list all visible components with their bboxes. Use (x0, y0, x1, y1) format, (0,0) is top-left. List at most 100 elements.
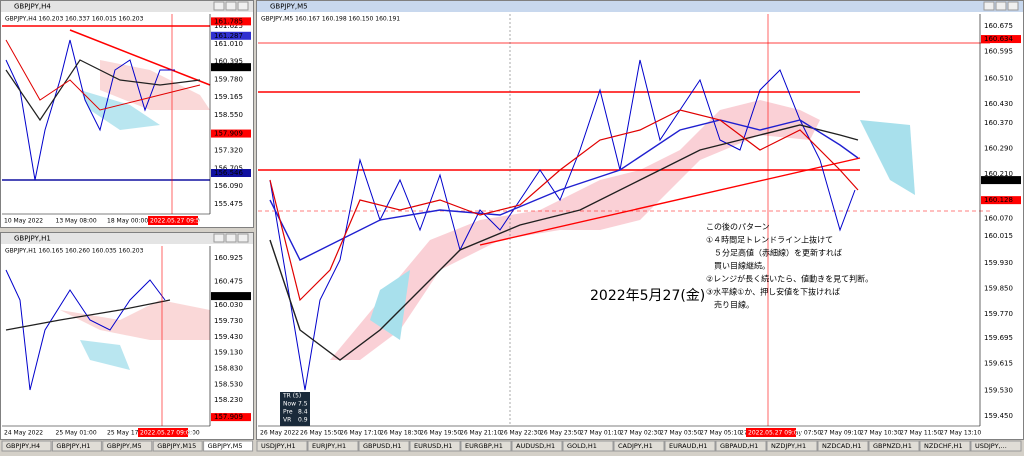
price-label: 160.430 (984, 100, 1013, 108)
price-marker (211, 413, 251, 422)
tab[interactable] (409, 440, 461, 452)
cloud (60, 300, 210, 340)
window-button[interactable] (225, 233, 237, 243)
trendline (479, 157, 861, 246)
price-marker-label: 160.191 (984, 176, 1013, 184)
time-label: 27 May 11:50 (900, 430, 941, 437)
price-label: 156.705 (214, 164, 243, 172)
tab[interactable] (307, 440, 359, 452)
cloud (330, 100, 820, 360)
indicator-label: Now (283, 401, 296, 408)
tab[interactable] (511, 440, 563, 452)
tab[interactable] (613, 440, 665, 452)
tab[interactable] (460, 440, 512, 452)
chart-window (0, 232, 254, 440)
tab[interactable] (970, 440, 1022, 452)
price-label: 160.015 (984, 232, 1013, 240)
price-label: 159.770 (984, 310, 1013, 318)
tab-label: GBPJPY,H1 (56, 442, 90, 450)
tab-label: GBPJPY,M5 (107, 442, 142, 450)
price-label: 155.475 (214, 200, 243, 208)
cursor-time: 2022.05.27 09:55 (150, 218, 204, 225)
price-label: 158.830 (214, 365, 243, 373)
tab[interactable] (715, 440, 767, 452)
tab[interactable] (51, 440, 102, 452)
window-title: GBPJPY,H4 (14, 3, 51, 11)
tab[interactable] (766, 440, 818, 452)
tab[interactable] (203, 440, 254, 452)
tab[interactable] (1, 440, 52, 452)
tab-label: GBPAUD,H1 (720, 442, 758, 450)
annotation-line: ①４時間足トレンドライン上抜けて (706, 235, 833, 245)
annotation-line: ③水平線①か、押し安値を下抜ければ (706, 287, 840, 297)
indicator-label: TR (5) (282, 393, 301, 400)
time-label: 26 May 21:10 (460, 430, 501, 437)
tab[interactable] (664, 440, 716, 452)
price-label: 159.695 (984, 334, 1013, 342)
chart-info: GBPJPY,H1 160.165 160.260 160.035 160.20… (5, 248, 144, 255)
window-title: GBPJPY,H1 (14, 235, 51, 243)
cursor-time: 2022.05.27 09:00 (140, 430, 194, 437)
time-label: 26 May 22:30 (500, 430, 541, 437)
window-button[interactable] (983, 1, 995, 11)
tab-label: GBPNZD,H1 (873, 442, 912, 450)
price-label: 159.530 (984, 387, 1013, 395)
tab[interactable] (868, 440, 920, 452)
cloud (370, 270, 410, 340)
ma (269, 109, 859, 302)
price-marker-label: 160.634 (984, 35, 1013, 43)
tab[interactable] (102, 440, 153, 452)
tab-label: EURJPY,H1 (312, 442, 346, 450)
price-label: 160.370 (984, 119, 1013, 127)
tab[interactable] (562, 440, 614, 452)
price-label: 159.165 (214, 93, 243, 101)
cloud (80, 90, 160, 130)
window-title: GBPJPY,M5 (270, 3, 308, 11)
cursor-time-box (148, 216, 198, 225)
time-label: 27 May 02:30 (620, 430, 661, 437)
price-label: 160.510 (984, 75, 1013, 83)
price-marker (211, 292, 251, 301)
tab-label: GBPJPY,M15 (157, 442, 196, 450)
time-label: 26 May 15:50 (300, 430, 341, 437)
window-button[interactable] (213, 233, 225, 243)
ma (5, 59, 201, 122)
window-button[interactable] (995, 1, 1007, 11)
price-marker-label: 156.546 (214, 169, 243, 177)
title-bar (257, 1, 1023, 12)
time-label: 26 May 18:30 (380, 430, 421, 437)
window-button[interactable] (213, 1, 225, 11)
tab[interactable] (358, 440, 410, 452)
chart-info: GBPJPY,M5 160.167 160.198 160.150 160.19… (261, 16, 400, 23)
window-button[interactable] (1007, 1, 1019, 11)
window-button[interactable] (237, 233, 249, 243)
price-label: 160.030 (214, 301, 243, 309)
price-label: 160.290 (984, 145, 1013, 153)
price-marker (981, 35, 1021, 44)
price-label: 161.625 (214, 22, 243, 30)
time-label: 25 May 01:00 (56, 430, 97, 437)
indicator-label: Pre (283, 409, 293, 416)
window-button[interactable] (225, 1, 237, 11)
price-label: 160.210 (984, 170, 1013, 178)
price-label: 158.530 (214, 380, 243, 388)
time-label: 26 May 19:50 (420, 430, 461, 437)
price (269, 59, 856, 391)
price-marker-label: 160.128 (984, 196, 1013, 204)
tab[interactable] (152, 440, 203, 452)
price-label: 161.010 (214, 40, 243, 48)
tab-label: NZDCHF,H1 (924, 442, 963, 450)
tab-label: CADJPY,H1 (618, 442, 653, 450)
cursor-time: 2022.05.27 09:00 (748, 430, 802, 437)
time-label: 27 May 09:10 (820, 430, 861, 437)
tab[interactable] (919, 440, 971, 452)
tab[interactable] (817, 440, 869, 452)
tab-label: USDJPY,... (975, 442, 1007, 450)
time-label: 27 May 13:10 (940, 430, 981, 437)
indicator-value: 0.9 (298, 417, 308, 424)
time-label: 10 May 2022 (4, 218, 43, 225)
price-label: 156.090 (214, 182, 243, 190)
tab[interactable] (256, 440, 308, 452)
window-button[interactable] (237, 1, 249, 11)
